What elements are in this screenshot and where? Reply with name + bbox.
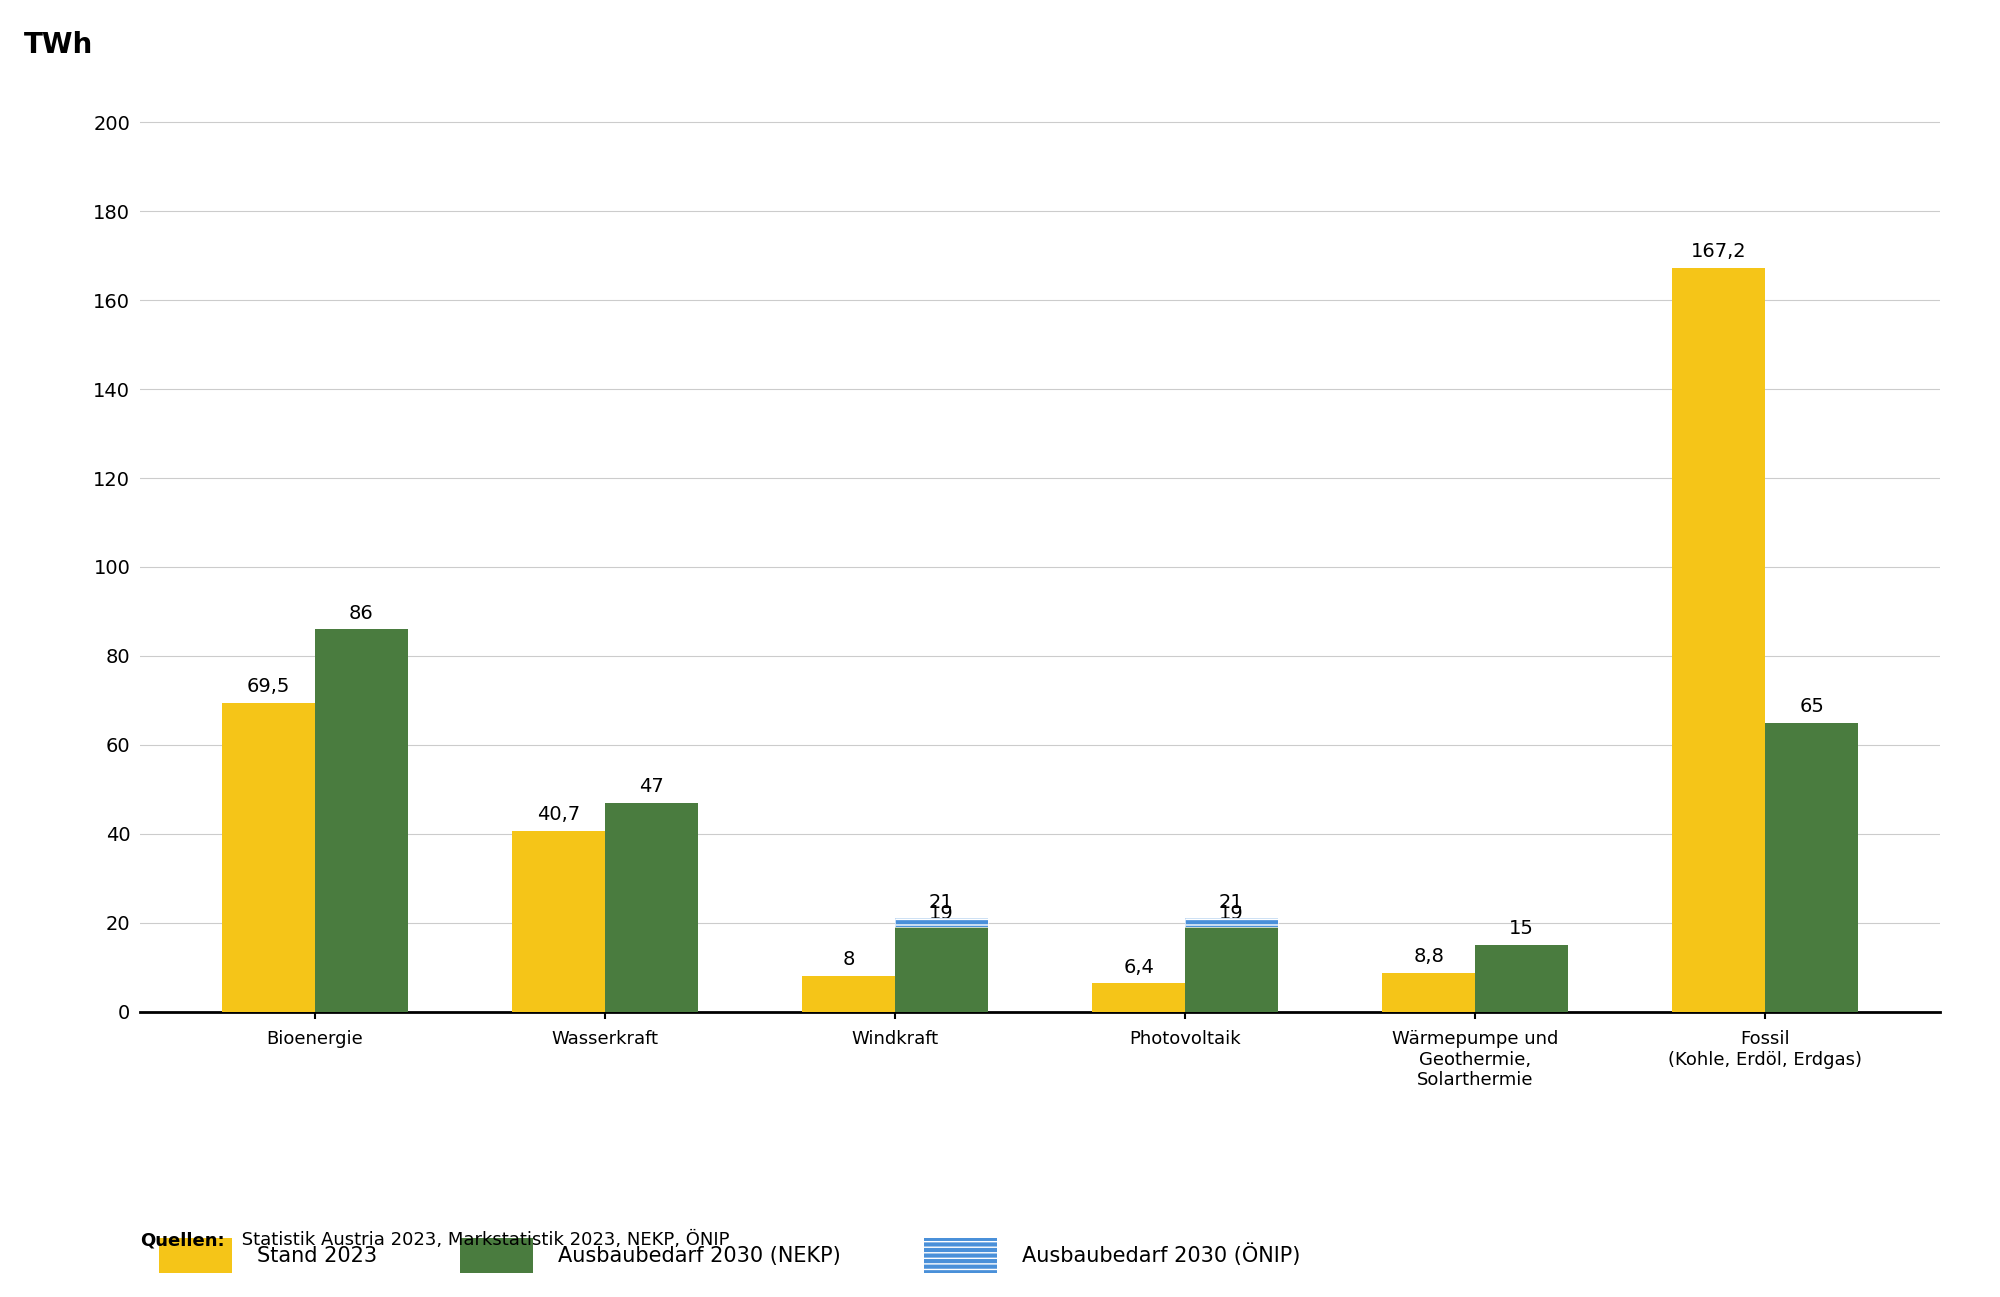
Text: 86: 86 bbox=[348, 603, 374, 623]
Text: Quellen:: Quellen: bbox=[140, 1231, 224, 1249]
Bar bbox=[1186, 927, 1278, 1012]
Text: 8,8: 8,8 bbox=[1414, 947, 1444, 966]
Y-axis label: TWh: TWh bbox=[24, 31, 94, 60]
Bar bbox=[894, 918, 988, 927]
Text: 6,4: 6,4 bbox=[1124, 957, 1154, 977]
Bar bbox=[802, 977, 894, 1012]
Text: 8: 8 bbox=[842, 951, 854, 969]
Text: 21: 21 bbox=[928, 892, 954, 912]
Text: 15: 15 bbox=[1510, 920, 1534, 938]
Text: Statistik Austria 2023, Markstatistik 2023, NEKP, ÖNIP: Statistik Austria 2023, Markstatistik 20… bbox=[236, 1231, 730, 1249]
Text: 167,2: 167,2 bbox=[1692, 243, 1746, 262]
Bar bbox=[1382, 973, 1476, 1012]
Legend: Stand 2023, Ausbaubedarf 2030 (NEKP), Ausbaubedarf 2030 (ÖNIP): Stand 2023, Ausbaubedarf 2030 (NEKP), Au… bbox=[150, 1230, 1308, 1281]
Bar bbox=[1092, 983, 1186, 1012]
Text: 19: 19 bbox=[928, 904, 954, 922]
Text: 21: 21 bbox=[1220, 892, 1244, 912]
Bar bbox=[1186, 918, 1278, 927]
Text: 19: 19 bbox=[1220, 904, 1244, 922]
Text: 65: 65 bbox=[1800, 696, 1824, 716]
Bar bbox=[604, 803, 698, 1012]
Text: 47: 47 bbox=[638, 777, 664, 796]
Bar bbox=[512, 830, 604, 1012]
Bar bbox=[894, 927, 988, 1012]
Bar bbox=[894, 918, 988, 927]
Bar bbox=[222, 703, 314, 1012]
Bar bbox=[1672, 268, 1766, 1012]
Bar bbox=[1186, 918, 1278, 927]
Bar bbox=[314, 629, 408, 1012]
Text: 69,5: 69,5 bbox=[246, 677, 290, 696]
Bar bbox=[1766, 722, 1858, 1012]
Bar bbox=[1476, 946, 1568, 1012]
Text: 40,7: 40,7 bbox=[536, 805, 580, 824]
